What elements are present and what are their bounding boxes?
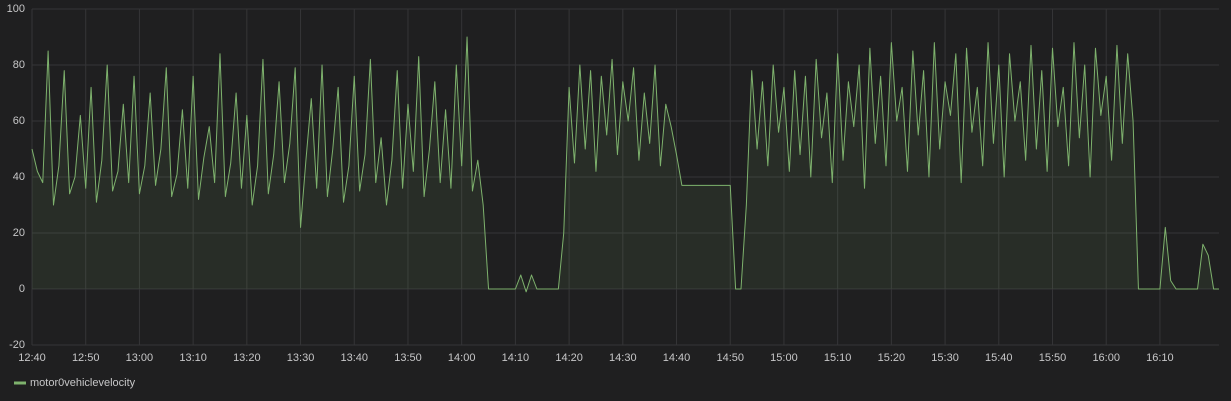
x-tick-label: 12:50 xyxy=(72,352,100,364)
y-tick-label: 40 xyxy=(13,171,25,183)
x-tick-label: 13:40 xyxy=(340,352,368,364)
x-tick-label: 15:10 xyxy=(824,352,852,364)
y-tick-label: 100 xyxy=(7,3,25,15)
x-tick-label: 14:20 xyxy=(555,352,583,364)
x-tick-label: 15:40 xyxy=(985,352,1013,364)
y-tick-label: -20 xyxy=(9,339,25,351)
area xyxy=(32,37,1219,292)
x-tick-label: 13:30 xyxy=(287,352,315,364)
x-tick-label: 15:30 xyxy=(931,352,959,364)
x-tick-label: 13:20 xyxy=(233,352,261,364)
y-tick-label: 60 xyxy=(13,115,25,127)
x-tick-label: 13:10 xyxy=(179,352,207,364)
x-tick-label: 14:10 xyxy=(502,352,530,364)
x-tick-label: 15:00 xyxy=(770,352,798,364)
x-tick-label: 15:20 xyxy=(878,352,906,364)
x-tick-label: 14:50 xyxy=(716,352,744,364)
legend-label: motor0vehiclevelocity xyxy=(30,377,136,389)
x-tick-label: 14:30 xyxy=(609,352,637,364)
x-tick-label: 15:50 xyxy=(1039,352,1067,364)
x-tick-label: 13:00 xyxy=(126,352,154,364)
y-tick-label: 20 xyxy=(13,227,25,239)
x-tick-label: 16:10 xyxy=(1146,352,1174,364)
x-tick-label: 13:50 xyxy=(394,352,422,364)
x-tick-label: 16:00 xyxy=(1092,352,1120,364)
y-tick-label: 0 xyxy=(19,283,25,295)
x-tick-label: 14:00 xyxy=(448,352,476,364)
y-tick-label: 80 xyxy=(13,59,25,71)
line xyxy=(31,36,1219,293)
x-tick-label: 14:40 xyxy=(663,352,691,364)
x-tick-label: 12:40 xyxy=(18,352,46,364)
